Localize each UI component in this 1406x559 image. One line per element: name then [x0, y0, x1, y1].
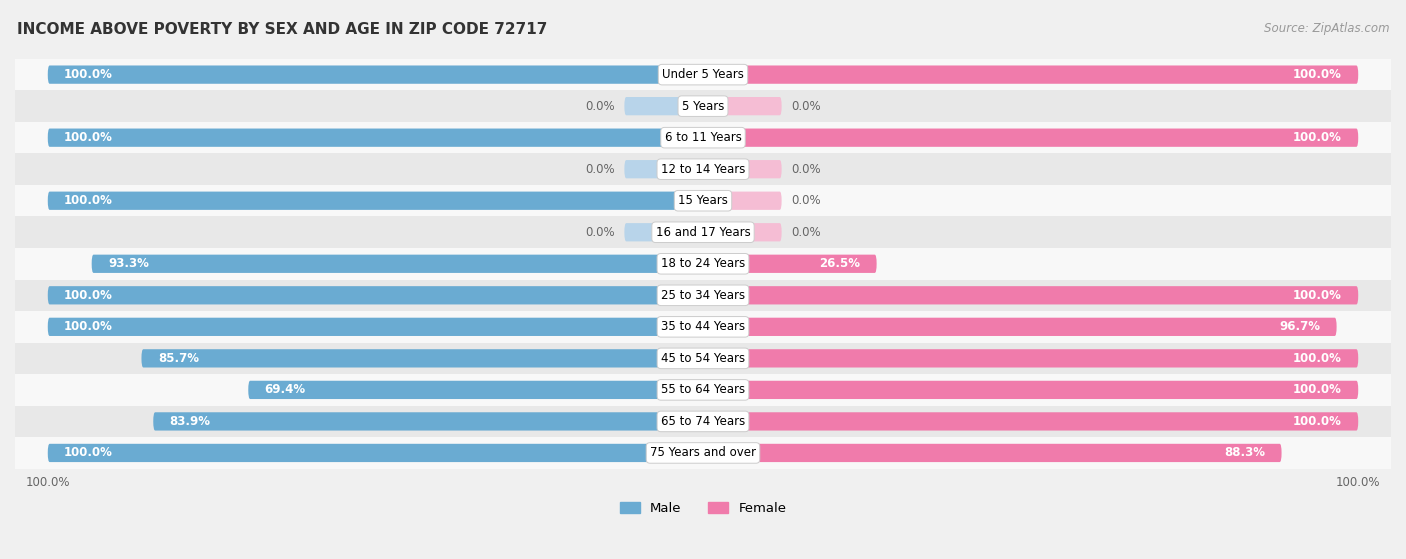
FancyBboxPatch shape — [624, 97, 703, 115]
Text: INCOME ABOVE POVERTY BY SEX AND AGE IN ZIP CODE 72717: INCOME ABOVE POVERTY BY SEX AND AGE IN Z… — [17, 22, 547, 37]
Text: 88.3%: 88.3% — [1225, 447, 1265, 459]
Text: 26.5%: 26.5% — [820, 257, 860, 271]
Text: 100.0%: 100.0% — [1294, 289, 1341, 302]
Text: 83.9%: 83.9% — [170, 415, 211, 428]
FancyBboxPatch shape — [48, 444, 703, 462]
Text: 100.0%: 100.0% — [25, 476, 70, 489]
FancyBboxPatch shape — [703, 381, 1358, 399]
Text: 0.0%: 0.0% — [792, 226, 821, 239]
Text: 45 to 54 Years: 45 to 54 Years — [661, 352, 745, 365]
FancyBboxPatch shape — [249, 381, 703, 399]
FancyBboxPatch shape — [624, 160, 703, 178]
Text: 12 to 14 Years: 12 to 14 Years — [661, 163, 745, 176]
Text: 5 Years: 5 Years — [682, 100, 724, 113]
Text: 69.4%: 69.4% — [264, 383, 305, 396]
Text: 0.0%: 0.0% — [792, 163, 821, 176]
Text: 93.3%: 93.3% — [108, 257, 149, 271]
FancyBboxPatch shape — [48, 286, 703, 305]
FancyBboxPatch shape — [48, 192, 703, 210]
Bar — [15, 248, 1391, 280]
Text: 100.0%: 100.0% — [1294, 352, 1341, 365]
Text: 0.0%: 0.0% — [792, 194, 821, 207]
FancyBboxPatch shape — [624, 223, 703, 241]
Bar — [15, 91, 1391, 122]
Bar — [15, 153, 1391, 185]
Text: 100.0%: 100.0% — [65, 289, 112, 302]
Text: 65 to 74 Years: 65 to 74 Years — [661, 415, 745, 428]
Bar — [15, 185, 1391, 216]
Text: 100.0%: 100.0% — [1294, 383, 1341, 396]
Text: 85.7%: 85.7% — [157, 352, 198, 365]
Bar — [15, 59, 1391, 91]
Text: Source: ZipAtlas.com: Source: ZipAtlas.com — [1264, 22, 1389, 35]
Bar — [15, 374, 1391, 406]
FancyBboxPatch shape — [48, 65, 703, 84]
Bar — [15, 406, 1391, 437]
Text: 100.0%: 100.0% — [1294, 131, 1341, 144]
Text: 100.0%: 100.0% — [1294, 415, 1341, 428]
FancyBboxPatch shape — [703, 349, 1358, 367]
FancyBboxPatch shape — [703, 65, 1358, 84]
Text: 100.0%: 100.0% — [65, 320, 112, 333]
FancyBboxPatch shape — [153, 413, 703, 430]
Text: 55 to 64 Years: 55 to 64 Years — [661, 383, 745, 396]
FancyBboxPatch shape — [91, 255, 703, 273]
Text: 100.0%: 100.0% — [1336, 476, 1381, 489]
FancyBboxPatch shape — [48, 318, 703, 336]
FancyBboxPatch shape — [703, 129, 1358, 147]
Bar — [15, 122, 1391, 153]
Text: 100.0%: 100.0% — [65, 194, 112, 207]
Text: 6 to 11 Years: 6 to 11 Years — [665, 131, 741, 144]
FancyBboxPatch shape — [142, 349, 703, 367]
Bar — [15, 437, 1391, 468]
Text: 100.0%: 100.0% — [65, 68, 112, 81]
Text: 25 to 34 Years: 25 to 34 Years — [661, 289, 745, 302]
FancyBboxPatch shape — [703, 413, 1358, 430]
Text: 0.0%: 0.0% — [792, 100, 821, 113]
Text: 0.0%: 0.0% — [585, 163, 614, 176]
FancyBboxPatch shape — [703, 444, 1282, 462]
Text: 18 to 24 Years: 18 to 24 Years — [661, 257, 745, 271]
Bar — [15, 216, 1391, 248]
Text: 75 Years and over: 75 Years and over — [650, 447, 756, 459]
FancyBboxPatch shape — [48, 129, 703, 147]
Text: 100.0%: 100.0% — [65, 131, 112, 144]
FancyBboxPatch shape — [703, 255, 876, 273]
Text: 0.0%: 0.0% — [585, 100, 614, 113]
FancyBboxPatch shape — [703, 223, 782, 241]
Bar — [15, 280, 1391, 311]
FancyBboxPatch shape — [703, 160, 782, 178]
FancyBboxPatch shape — [703, 97, 782, 115]
Text: 96.7%: 96.7% — [1279, 320, 1320, 333]
FancyBboxPatch shape — [703, 286, 1358, 305]
Bar — [15, 311, 1391, 343]
Legend: Male, Female: Male, Female — [614, 497, 792, 520]
Text: 100.0%: 100.0% — [1294, 68, 1341, 81]
Bar — [15, 343, 1391, 374]
Text: 16 and 17 Years: 16 and 17 Years — [655, 226, 751, 239]
Text: 0.0%: 0.0% — [585, 226, 614, 239]
Text: 100.0%: 100.0% — [65, 447, 112, 459]
Text: 15 Years: 15 Years — [678, 194, 728, 207]
Text: Under 5 Years: Under 5 Years — [662, 68, 744, 81]
FancyBboxPatch shape — [703, 318, 1337, 336]
Text: 35 to 44 Years: 35 to 44 Years — [661, 320, 745, 333]
FancyBboxPatch shape — [703, 192, 782, 210]
